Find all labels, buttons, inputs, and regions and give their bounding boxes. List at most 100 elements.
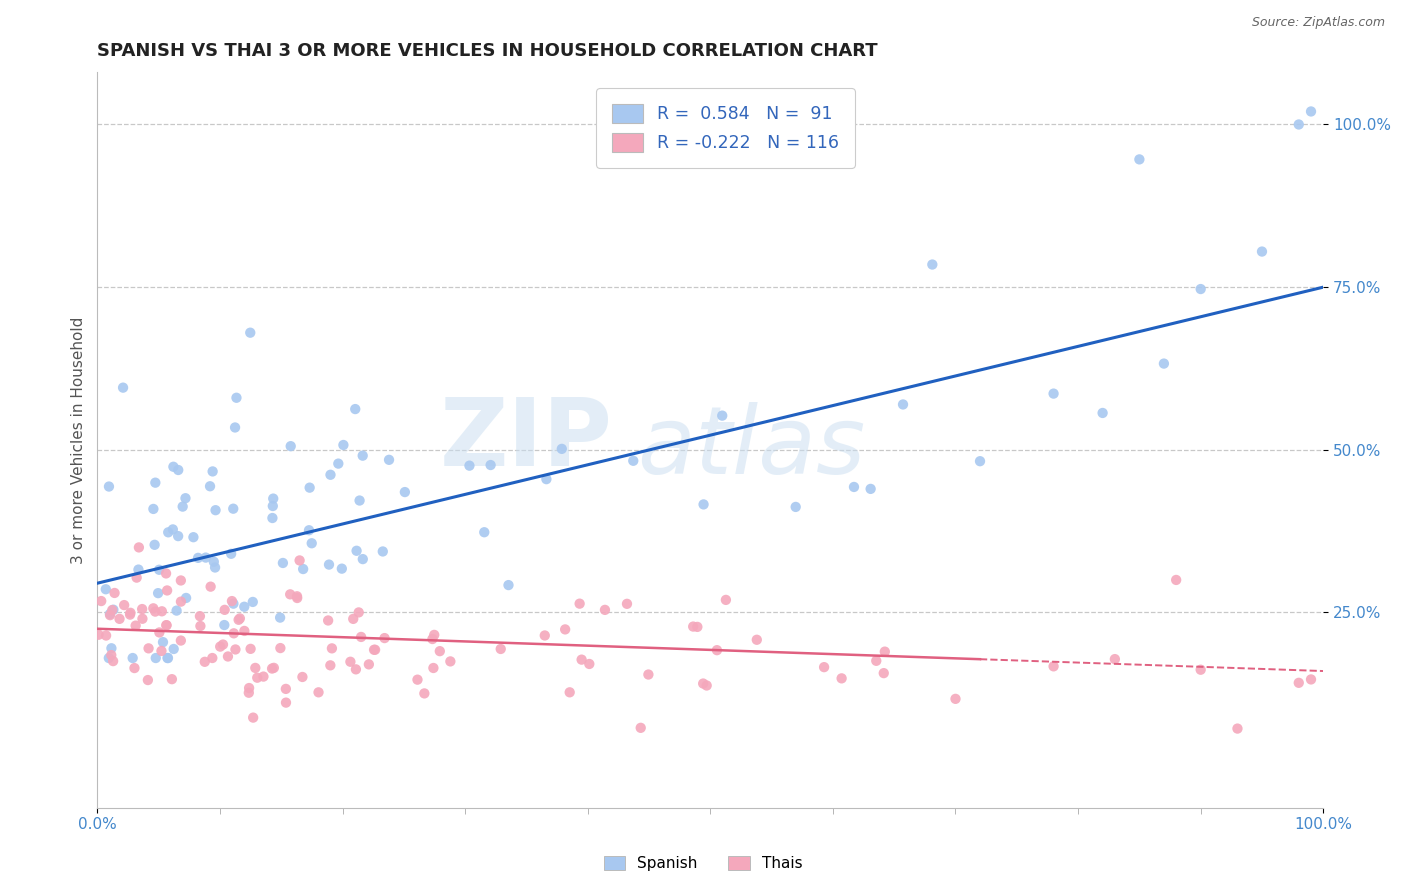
Point <box>1299 104 1322 119</box>
Point <box>246 671 269 685</box>
Point <box>233 599 256 614</box>
Point <box>103 603 125 617</box>
Point <box>578 657 600 671</box>
Point <box>1288 675 1310 690</box>
Point <box>269 610 291 624</box>
Point <box>204 503 226 517</box>
Point <box>112 598 135 612</box>
Point <box>344 662 367 676</box>
Point <box>172 500 194 514</box>
Point <box>143 475 166 490</box>
Point <box>101 654 124 668</box>
Point <box>873 666 896 681</box>
Point <box>201 651 224 665</box>
Point <box>1153 357 1175 371</box>
Point <box>198 479 221 493</box>
Point <box>292 562 315 576</box>
Point <box>458 458 481 473</box>
Point <box>125 571 148 585</box>
Point <box>239 641 262 656</box>
Point <box>120 606 142 620</box>
Point <box>98 607 121 621</box>
Point <box>479 458 502 472</box>
Point <box>319 658 342 673</box>
Point <box>711 409 734 423</box>
Point <box>229 611 252 625</box>
Point <box>568 597 591 611</box>
Point <box>160 672 183 686</box>
Point <box>187 550 209 565</box>
Point <box>686 620 709 634</box>
Point <box>1104 652 1126 666</box>
Point <box>155 566 177 581</box>
Point <box>945 691 967 706</box>
Point <box>593 603 616 617</box>
Point <box>692 497 714 511</box>
Point <box>124 661 146 675</box>
Point <box>288 553 311 567</box>
Point <box>621 454 644 468</box>
Point <box>274 681 297 696</box>
Point <box>170 594 193 608</box>
Point <box>350 630 373 644</box>
Point <box>692 676 714 690</box>
Point <box>269 641 291 656</box>
Point <box>94 628 117 642</box>
Point <box>423 628 446 642</box>
Point <box>156 651 179 665</box>
Point <box>363 642 385 657</box>
Point <box>245 661 267 675</box>
Point <box>201 465 224 479</box>
Point <box>209 640 232 654</box>
Point <box>239 326 262 340</box>
Point <box>157 525 180 540</box>
Point <box>222 626 245 640</box>
Point <box>347 606 370 620</box>
Point <box>148 563 170 577</box>
Point <box>1251 244 1274 259</box>
Point <box>167 529 190 543</box>
Point <box>285 591 308 605</box>
Point <box>150 644 173 658</box>
Point <box>204 560 226 574</box>
Point <box>346 543 368 558</box>
Point <box>225 391 247 405</box>
Point <box>142 601 165 615</box>
Point <box>98 608 121 623</box>
Point <box>162 459 184 474</box>
Point <box>1288 118 1310 132</box>
Point <box>352 552 374 566</box>
Point <box>202 555 225 569</box>
Point <box>222 597 245 611</box>
Point <box>394 485 416 500</box>
Point <box>321 641 343 656</box>
Point <box>1189 282 1212 296</box>
Point <box>298 523 321 537</box>
Point <box>745 632 768 647</box>
Point <box>238 681 260 695</box>
Point <box>163 642 186 657</box>
Point <box>224 642 246 657</box>
Point <box>238 686 260 700</box>
Point <box>308 685 330 699</box>
Point <box>318 558 340 572</box>
Point <box>170 633 193 648</box>
Point <box>146 586 169 600</box>
Point <box>127 563 149 577</box>
Legend: Spanish, Thais: Spanish, Thais <box>598 849 808 877</box>
Legend: R =  0.584   N =  91, R = -0.222   N = 116: R = 0.584 N = 91, R = -0.222 N = 116 <box>596 88 855 168</box>
Point <box>842 480 865 494</box>
Point <box>969 454 991 468</box>
Point <box>865 654 887 668</box>
Point <box>1042 659 1064 673</box>
Point <box>128 541 150 555</box>
Point <box>301 536 323 550</box>
Point <box>148 625 170 640</box>
Point <box>536 472 558 486</box>
Point <box>1189 663 1212 677</box>
Point <box>429 644 451 658</box>
Point <box>291 670 314 684</box>
Text: ZIP: ZIP <box>439 394 612 486</box>
Point <box>214 618 236 632</box>
Point <box>558 685 581 699</box>
